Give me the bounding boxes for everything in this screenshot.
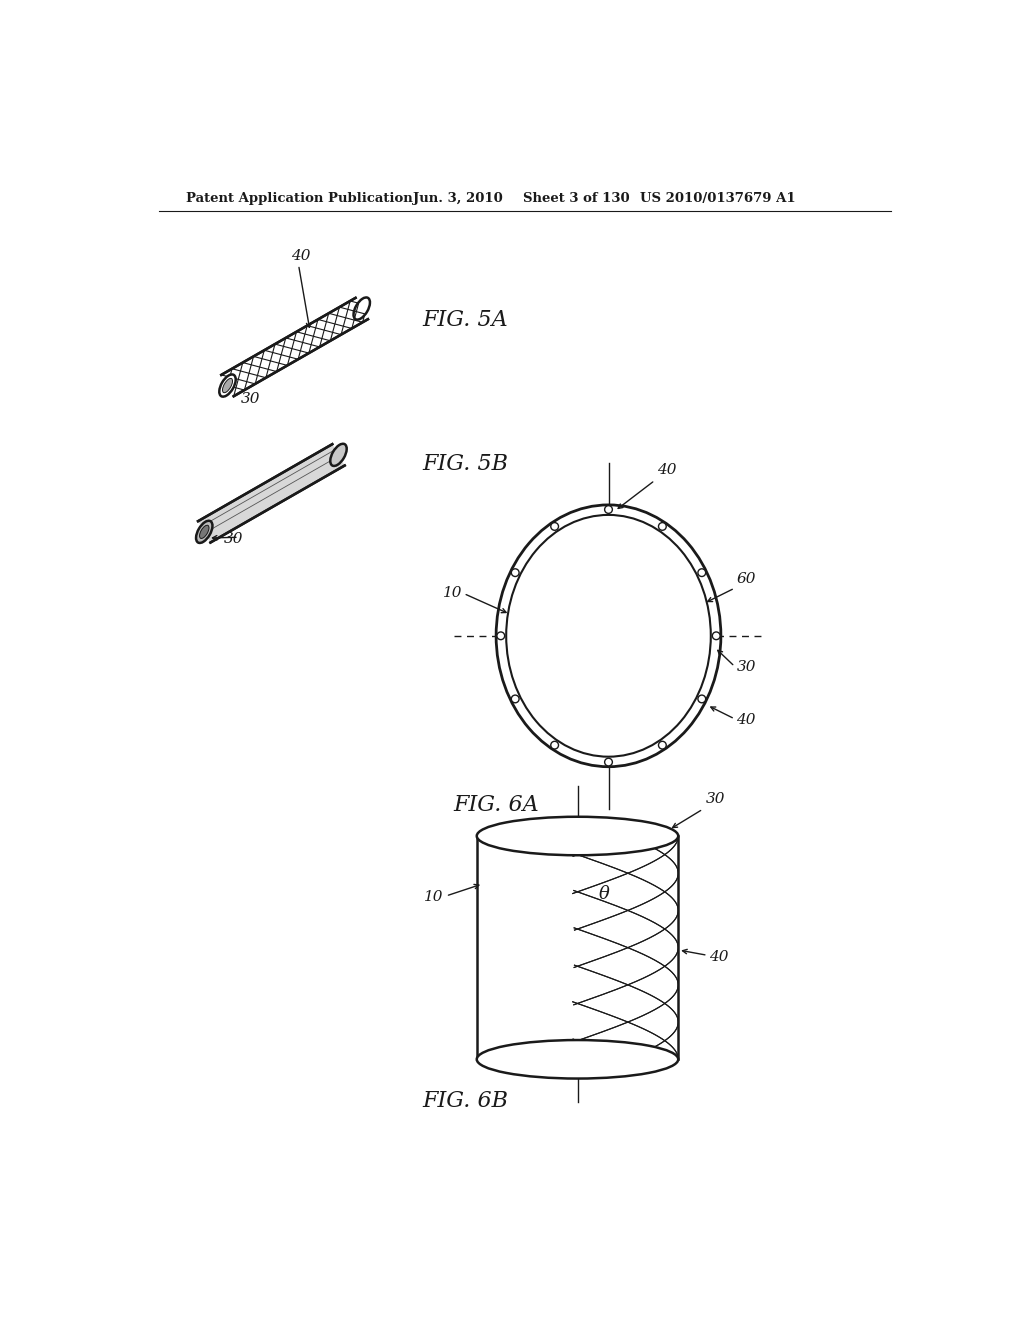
Circle shape [658, 523, 667, 531]
Text: 40: 40 [657, 463, 677, 477]
Ellipse shape [496, 506, 721, 767]
Circle shape [698, 569, 706, 577]
Polygon shape [477, 836, 678, 1059]
Circle shape [551, 523, 558, 531]
Text: 30: 30 [223, 532, 243, 546]
Text: 40: 40 [291, 249, 310, 263]
Circle shape [713, 632, 720, 640]
Text: 30: 30 [736, 660, 756, 675]
Text: 30: 30 [706, 792, 725, 807]
Polygon shape [221, 298, 368, 396]
Text: 60: 60 [736, 573, 756, 586]
Text: 10: 10 [443, 586, 463, 601]
Text: 40: 40 [710, 950, 729, 964]
Circle shape [698, 696, 706, 702]
Text: FIG. 6A: FIG. 6A [454, 795, 540, 816]
Circle shape [511, 569, 519, 577]
Text: US 2010/0137679 A1: US 2010/0137679 A1 [640, 191, 795, 205]
Circle shape [511, 696, 519, 702]
Text: Sheet 3 of 130: Sheet 3 of 130 [523, 191, 630, 205]
Ellipse shape [200, 525, 209, 539]
Text: Jun. 3, 2010: Jun. 3, 2010 [414, 191, 503, 205]
Circle shape [604, 758, 612, 766]
Ellipse shape [477, 817, 678, 855]
Text: 30: 30 [241, 392, 260, 407]
Circle shape [497, 632, 505, 640]
Text: θ: θ [599, 886, 610, 903]
Text: 10: 10 [424, 890, 443, 904]
Text: FIG. 5A: FIG. 5A [423, 309, 508, 331]
Ellipse shape [222, 379, 232, 392]
Text: 40: 40 [736, 713, 756, 726]
Ellipse shape [477, 1040, 678, 1078]
Circle shape [551, 742, 558, 748]
Text: FIG. 5B: FIG. 5B [423, 453, 509, 475]
Ellipse shape [196, 521, 212, 543]
Ellipse shape [506, 515, 711, 756]
Text: Patent Application Publication: Patent Application Publication [186, 191, 413, 205]
Circle shape [604, 506, 612, 513]
Text: FIG. 6B: FIG. 6B [423, 1090, 509, 1111]
Ellipse shape [331, 444, 347, 466]
Polygon shape [198, 445, 345, 543]
Circle shape [658, 742, 667, 748]
Ellipse shape [219, 375, 236, 396]
